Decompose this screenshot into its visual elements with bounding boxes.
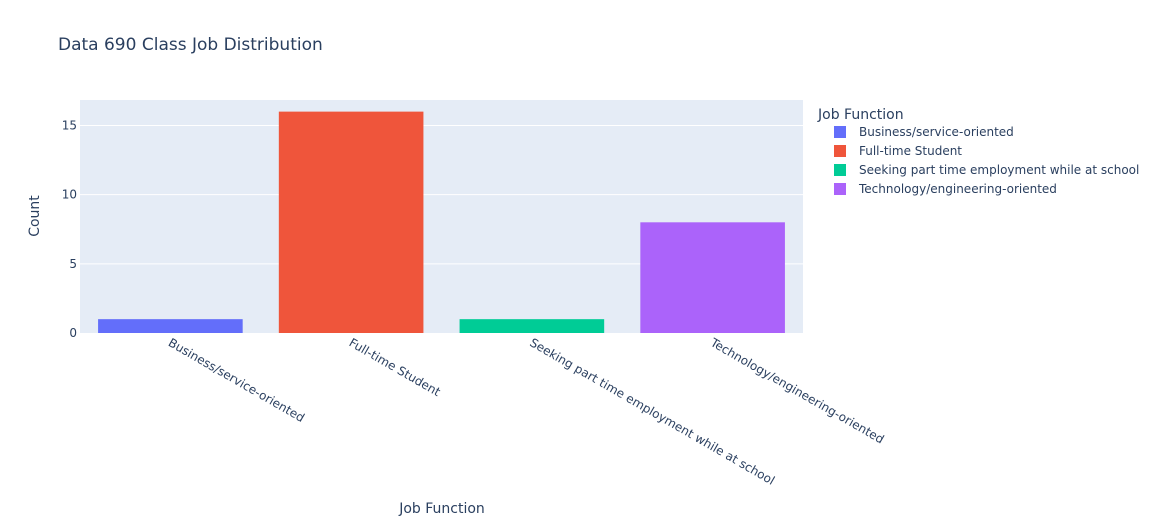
legend-item-label: Full-time Student [859, 144, 962, 158]
bar [278, 111, 424, 333]
legend-swatch [834, 164, 846, 176]
bar [459, 319, 605, 333]
y-tick-label: 5 [69, 257, 77, 271]
legend-swatch [834, 183, 846, 195]
legend: Job Function Business/service-oriented Fu… [817, 107, 1139, 196]
legend-item-label: Seeking part time employment while at sc… [859, 163, 1139, 177]
bars [98, 111, 785, 333]
x-tick-label: Technology/engineering-oriented [707, 335, 886, 447]
legend-title: Job Function [817, 107, 904, 123]
x-tick-label: Full-time Student [347, 335, 443, 399]
y-axis-ticks: 0 5 10 15 [62, 118, 77, 340]
legend-swatch [834, 145, 846, 157]
y-axis-title: Count [27, 195, 43, 237]
x-axis-title: Job Function [398, 501, 485, 517]
bar [640, 222, 785, 333]
legend-item-label: Business/service-oriented [859, 125, 1014, 139]
chart-title: Data 690 Class Job Distribution [58, 35, 323, 55]
y-tick-label: 0 [69, 326, 77, 340]
x-axis-ticks: Business/service-oriented Full-time Stude… [166, 335, 887, 488]
y-tick-label: 15 [62, 118, 77, 132]
x-tick-label: Business/service-oriented [166, 335, 307, 425]
bar [98, 319, 243, 333]
legend-swatch [834, 126, 846, 138]
legend-item-label: Technology/engineering-oriented [858, 182, 1057, 196]
y-tick-label: 10 [62, 188, 77, 202]
